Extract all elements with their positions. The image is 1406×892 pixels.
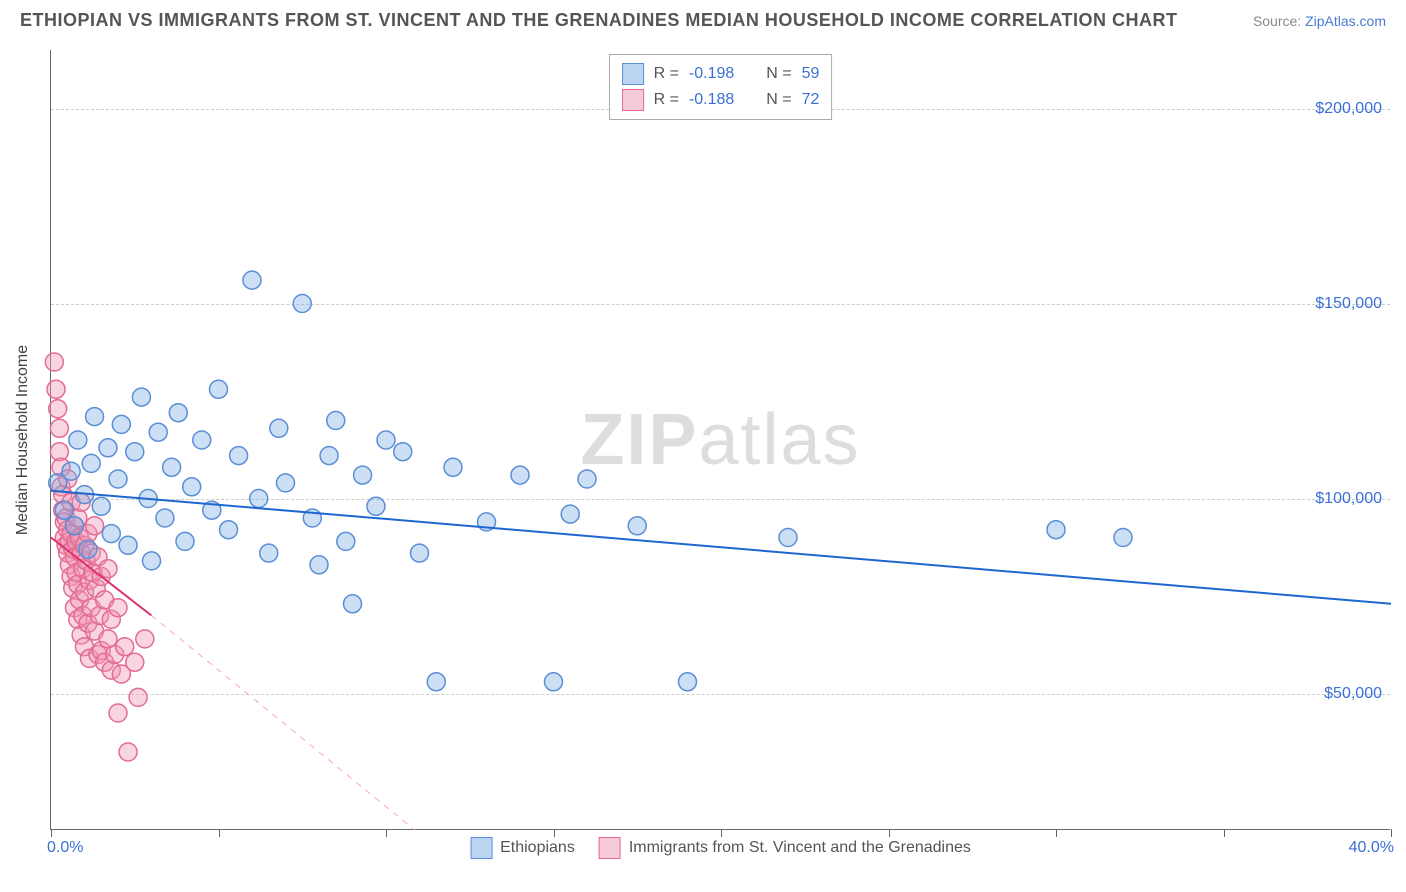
x-tick	[51, 829, 52, 837]
x-tick	[1224, 829, 1225, 837]
scatter-point	[310, 556, 328, 574]
scatter-point	[116, 638, 134, 656]
legend-series-label: Immigrants from St. Vincent and the Gren…	[629, 839, 971, 857]
scatter-point	[163, 458, 181, 476]
scatter-point	[99, 560, 117, 578]
scatter-point	[55, 501, 73, 519]
x-tick	[219, 829, 220, 837]
scatter-point	[561, 505, 579, 523]
scatter-point	[394, 443, 412, 461]
scatter-point	[260, 544, 278, 562]
trend-line-extension	[152, 616, 415, 831]
scatter-point	[86, 408, 104, 426]
scatter-point	[293, 295, 311, 313]
scatter-point	[45, 353, 63, 371]
scatter-point	[86, 517, 104, 535]
scatter-point	[169, 404, 187, 422]
scatter-point	[109, 470, 127, 488]
scatter-point	[47, 380, 65, 398]
source-label: Source:	[1253, 13, 1301, 29]
scatter-point	[250, 490, 268, 508]
scatter-point	[411, 544, 429, 562]
scatter-point	[109, 704, 127, 722]
legend-swatch	[599, 837, 621, 859]
scatter-point	[143, 552, 161, 570]
scatter-point	[109, 599, 127, 617]
scatter-point	[126, 443, 144, 461]
x-tick	[386, 829, 387, 837]
scatter-point	[1114, 529, 1132, 547]
scatter-point	[92, 497, 110, 515]
scatter-point	[129, 688, 147, 706]
scatter-point	[79, 540, 97, 558]
scatter-point	[126, 653, 144, 671]
scatter-point	[193, 431, 211, 449]
scatter-point	[444, 458, 462, 476]
scatter-point	[69, 431, 87, 449]
scatter-point	[49, 400, 67, 418]
scatter-point	[377, 431, 395, 449]
legend-series-item: Ethiopians	[470, 837, 575, 859]
scatter-point	[270, 419, 288, 437]
scatter-point	[230, 447, 248, 465]
scatter-point	[119, 743, 137, 761]
plot-area: Median Household Income ZIPatlas $50,000…	[50, 50, 1390, 830]
trend-line	[51, 491, 1391, 604]
scatter-point	[156, 509, 174, 527]
scatter-point	[62, 462, 80, 480]
y-axis-title: Median Household Income	[14, 344, 32, 534]
scatter-point	[327, 412, 345, 430]
legend-series-item: Immigrants from St. Vincent and the Gren…	[599, 837, 971, 859]
scatter-point	[102, 525, 120, 543]
scatter-point	[132, 388, 150, 406]
chart-header: ETHIOPIAN VS IMMIGRANTS FROM ST. VINCENT…	[0, 0, 1406, 35]
chart-title: ETHIOPIAN VS IMMIGRANTS FROM ST. VINCENT…	[20, 10, 1178, 31]
scatter-point	[99, 439, 117, 457]
x-tick	[1056, 829, 1057, 837]
scatter-point	[82, 454, 100, 472]
scatter-point	[50, 419, 68, 437]
scatter-point	[176, 532, 194, 550]
legend-series-label: Ethiopians	[500, 839, 575, 857]
scatter-point	[344, 595, 362, 613]
x-axis-min-label: 0.0%	[47, 839, 83, 857]
chart-source: Source: ZipAtlas.com	[1253, 13, 1386, 29]
scatter-point	[578, 470, 596, 488]
scatter-point	[337, 532, 355, 550]
scatter-point	[354, 466, 372, 484]
x-tick	[554, 829, 555, 837]
scatter-svg	[51, 50, 1390, 829]
scatter-point	[210, 380, 228, 398]
scatter-point	[367, 497, 385, 515]
scatter-point	[277, 474, 295, 492]
scatter-point	[149, 423, 167, 441]
scatter-point	[136, 630, 154, 648]
x-tick	[721, 829, 722, 837]
x-tick	[1391, 829, 1392, 837]
legend-series: Ethiopians Immigrants from St. Vincent an…	[470, 837, 971, 859]
scatter-point	[320, 447, 338, 465]
scatter-point	[220, 521, 238, 539]
x-tick	[889, 829, 890, 837]
scatter-point	[65, 517, 83, 535]
scatter-point	[511, 466, 529, 484]
scatter-point	[545, 673, 563, 691]
legend-swatch	[470, 837, 492, 859]
scatter-point	[112, 415, 130, 433]
scatter-point	[1047, 521, 1065, 539]
scatter-point	[243, 271, 261, 289]
scatter-point	[119, 536, 137, 554]
source-site: ZipAtlas.com	[1305, 13, 1386, 29]
scatter-point	[427, 673, 445, 691]
scatter-point	[183, 478, 201, 496]
scatter-point	[779, 529, 797, 547]
scatter-point	[679, 673, 697, 691]
scatter-point	[628, 517, 646, 535]
x-axis-max-label: 40.0%	[1349, 839, 1394, 857]
